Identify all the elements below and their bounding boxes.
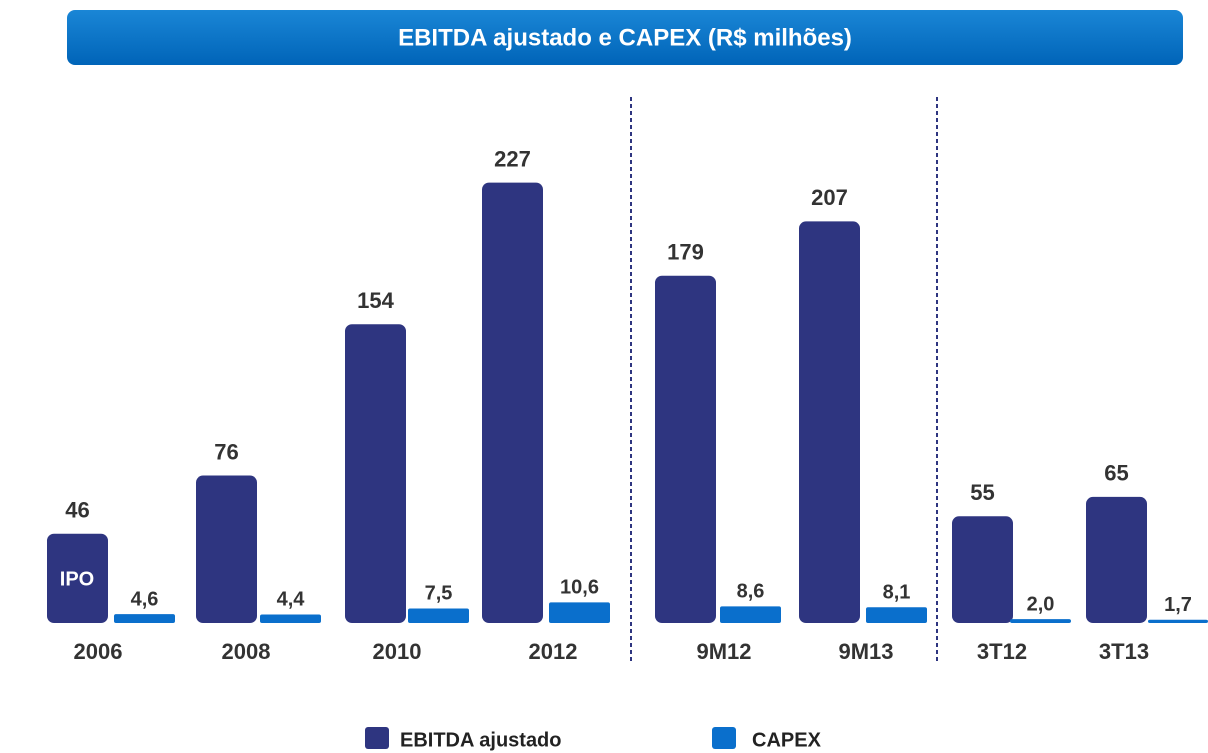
chart-title: EBITDA ajustado e CAPEX (R$ milhões) <box>398 24 852 51</box>
bar <box>1148 619 1208 623</box>
bar <box>655 275 716 623</box>
bar <box>799 221 860 624</box>
bar <box>866 607 927 623</box>
data-label: 2,0 <box>1027 593 1055 615</box>
bar <box>1086 496 1147 623</box>
x-tick-label: 3T12 <box>977 639 1027 664</box>
bar <box>47 533 108 623</box>
legend-swatch <box>712 727 736 749</box>
data-label: 46 <box>65 498 89 523</box>
bar <box>345 324 406 623</box>
data-label: 7,5 <box>425 583 453 605</box>
bar <box>482 182 543 623</box>
bar <box>114 614 175 623</box>
bar <box>1010 619 1071 623</box>
data-label: 76 <box>214 439 238 464</box>
bar <box>952 516 1013 623</box>
data-label: 4,6 <box>131 588 159 610</box>
annotation: IPO <box>60 568 94 590</box>
legend-label: CAPEX <box>752 729 822 751</box>
data-label: 8,6 <box>737 581 765 603</box>
bar <box>720 606 781 623</box>
bar <box>260 614 321 623</box>
x-tick-label: 9M12 <box>696 639 751 664</box>
data-label: 227 <box>494 146 531 171</box>
data-label: 207 <box>811 185 848 210</box>
data-label: 179 <box>667 240 704 265</box>
x-tick-label: 2012 <box>529 639 578 664</box>
data-label: 55 <box>970 480 994 505</box>
bar <box>549 602 610 623</box>
data-label: 4,4 <box>277 589 306 611</box>
title-banner <box>67 10 1183 65</box>
x-tick-label: 9M13 <box>838 639 893 664</box>
data-label: 10,6 <box>560 577 599 599</box>
legend-swatch <box>365 727 389 749</box>
x-tick-label: 3T13 <box>1099 639 1149 664</box>
data-label: 65 <box>1104 461 1128 486</box>
bar <box>408 608 469 623</box>
x-tick-label: 2006 <box>74 639 123 664</box>
data-label: 154 <box>357 288 394 313</box>
bar <box>196 475 257 623</box>
data-label: 8,1 <box>883 582 911 604</box>
legend-label: EBITDA ajustado <box>400 729 562 751</box>
x-tick-label: 2008 <box>222 639 271 664</box>
x-tick-label: 2010 <box>373 639 422 664</box>
data-label: 1,7 <box>1164 594 1192 616</box>
